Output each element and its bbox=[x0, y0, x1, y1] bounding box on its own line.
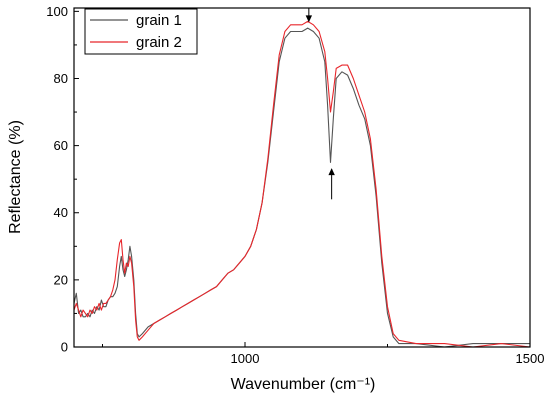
y-tick-label-100: 100 bbox=[46, 4, 68, 19]
legend-label-grain-1: grain 1 bbox=[136, 12, 182, 29]
y-tick-label-0: 0 bbox=[61, 340, 68, 355]
legend: grain 1 grain 2 bbox=[84, 8, 198, 55]
plot-frame bbox=[73, 7, 531, 348]
plot-area: 0 20 40 60 80 100 1000 1500 bbox=[46, 4, 544, 366]
y-tick-label-20: 20 bbox=[54, 272, 68, 287]
x-axis-label: Wavenumber (cm⁻¹) bbox=[231, 376, 376, 393]
y-tick-label-40: 40 bbox=[54, 205, 68, 220]
y-axis-label: Reflectance (%) bbox=[7, 120, 24, 234]
series-line-grain-1 bbox=[73, 27, 530, 348]
legend-label-grain-2: grain 2 bbox=[136, 34, 182, 51]
x-tick-label-1000: 1000 bbox=[231, 351, 260, 366]
y-tick-label-60: 60 bbox=[54, 138, 68, 153]
arrow-down-head bbox=[305, 15, 313, 23]
y-tick-label-80: 80 bbox=[54, 71, 68, 86]
series-line-grain-2 bbox=[73, 20, 531, 348]
arrow-up-head bbox=[328, 168, 335, 176]
legend-box bbox=[84, 8, 198, 55]
x-tick-label-1500: 1500 bbox=[516, 351, 545, 366]
